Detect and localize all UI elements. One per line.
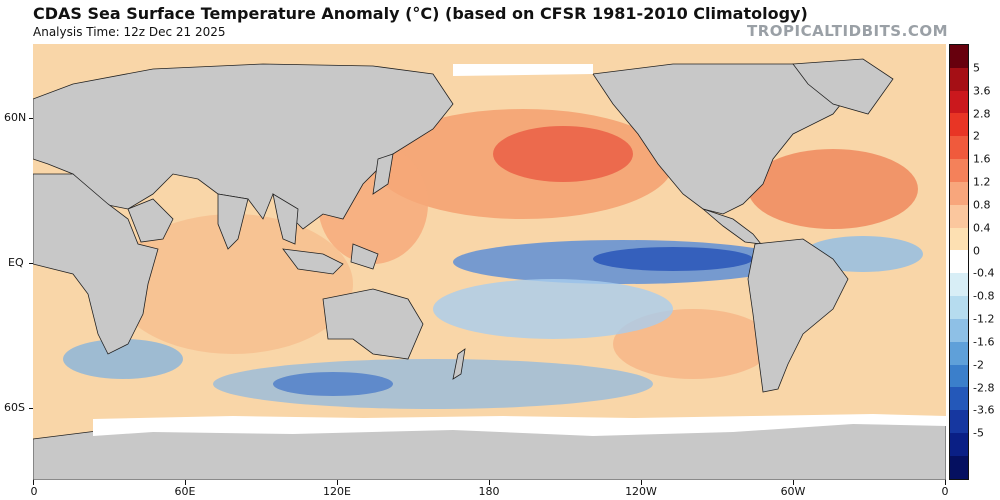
- colorbar-label: 1.6: [973, 152, 991, 166]
- lat-label-eq: EQ: [8, 256, 24, 269]
- sea-ice: [93, 64, 946, 436]
- lon-label-120e: 120E: [323, 485, 351, 498]
- lon-label-120w: 120W: [625, 485, 657, 498]
- colorbar-label: -2.8: [973, 381, 995, 395]
- tick-120e: [337, 480, 338, 485]
- colorbar-label: 3.6: [973, 84, 991, 98]
- site-brand[interactable]: TROPICALTIDBITS.COM: [747, 22, 948, 40]
- analysis-time: Analysis Time: 12z Dec 21 2025: [33, 25, 226, 39]
- colorbar-segment: [950, 296, 968, 319]
- colorbar-label: -5: [973, 426, 984, 440]
- colorbar-label: 2: [973, 129, 980, 143]
- colorbar: [949, 44, 969, 480]
- arctic-sea-ice: [453, 64, 593, 76]
- south-atlantic-cool: [63, 339, 183, 379]
- map-canvas: [33, 44, 946, 480]
- colorbar-segment: [950, 45, 968, 68]
- lat-label-60n: 60N: [4, 111, 27, 124]
- australia: [322, 288, 424, 360]
- colorbar-segment: [950, 318, 968, 342]
- colorbar-segment: [950, 250, 968, 274]
- greenland: [792, 58, 894, 115]
- lon-label-180: 180: [478, 485, 500, 498]
- colorbar-segment: [950, 113, 968, 137]
- colorbar-label: 1.2: [973, 175, 991, 189]
- colorbar-segment: [950, 90, 968, 114]
- tick-0-east: [945, 480, 946, 485]
- lon-label-0: 0: [30, 485, 38, 498]
- colorbar-label: -3.6: [973, 403, 995, 417]
- new-zealand: [452, 348, 466, 380]
- arabia: [127, 198, 174, 243]
- tick-60s: [29, 408, 33, 409]
- maritime-continent: [282, 248, 344, 275]
- tick-180: [489, 480, 490, 485]
- colorbar-segment: [950, 136, 968, 160]
- south-america: [747, 238, 849, 393]
- colorbar-segment: [950, 159, 968, 182]
- africa: [33, 173, 159, 355]
- colorbar-label: -0.8: [973, 289, 995, 303]
- colorbar-segment: [950, 455, 968, 479]
- sst-anomaly-map: [33, 44, 946, 480]
- colorbar-segment: [950, 433, 968, 456]
- southern-indian-cool: [273, 372, 393, 396]
- tick-0: [33, 480, 34, 485]
- south-pacific-warm-anomaly: [613, 309, 773, 379]
- colorbar-segment: [950, 341, 968, 365]
- colorbar-label: -1.6: [973, 335, 995, 349]
- tick-60w: [793, 480, 794, 485]
- colorbar-segment: [950, 67, 968, 91]
- colorbar-segment: [950, 181, 968, 205]
- india: [217, 193, 249, 250]
- colorbar-label: 0.4: [973, 221, 991, 235]
- la-nina-core: [593, 247, 753, 271]
- indian-ocean-warm-anomaly: [113, 214, 353, 354]
- colorbar-segment: [950, 387, 968, 411]
- lat-label-60s: 60S: [4, 401, 25, 414]
- colorbar-segment: [950, 410, 968, 434]
- colorbar-segment: [950, 227, 968, 251]
- colorbar-label: -0.4: [973, 266, 995, 280]
- lon-label-0-east: 0: [941, 485, 949, 498]
- colorbar-label: 0.8: [973, 198, 991, 212]
- colorbar-segment: [950, 273, 968, 297]
- tick-eq: [29, 263, 33, 264]
- colorbar-segment: [950, 364, 968, 388]
- japan: [372, 153, 394, 195]
- tick-120w: [641, 480, 642, 485]
- tick-60e: [185, 480, 186, 485]
- antarctic-sea-ice: [93, 414, 946, 436]
- new-guinea: [350, 243, 379, 270]
- colorbar-label: -1.2: [973, 312, 995, 326]
- tick-60n: [29, 118, 33, 119]
- north-pacific-strong-warm: [493, 126, 633, 182]
- colorbar-label: 5: [973, 61, 980, 75]
- colorbar-label: 0: [973, 244, 980, 258]
- colorbar-label: -2: [973, 358, 984, 372]
- colorbar-segment: [950, 204, 968, 228]
- lon-label-60w: 60W: [780, 485, 806, 498]
- map-title: CDAS Sea Surface Temperature Anomaly (°C…: [33, 4, 808, 23]
- indochina: [272, 193, 299, 245]
- lon-label-60e: 60E: [174, 485, 196, 498]
- south-pacific-cool-band: [433, 279, 673, 339]
- colorbar-label: 2.8: [973, 107, 991, 121]
- north-atlantic-warm-anomaly: [748, 149, 918, 229]
- southern-ocean-cool-band: [213, 359, 653, 409]
